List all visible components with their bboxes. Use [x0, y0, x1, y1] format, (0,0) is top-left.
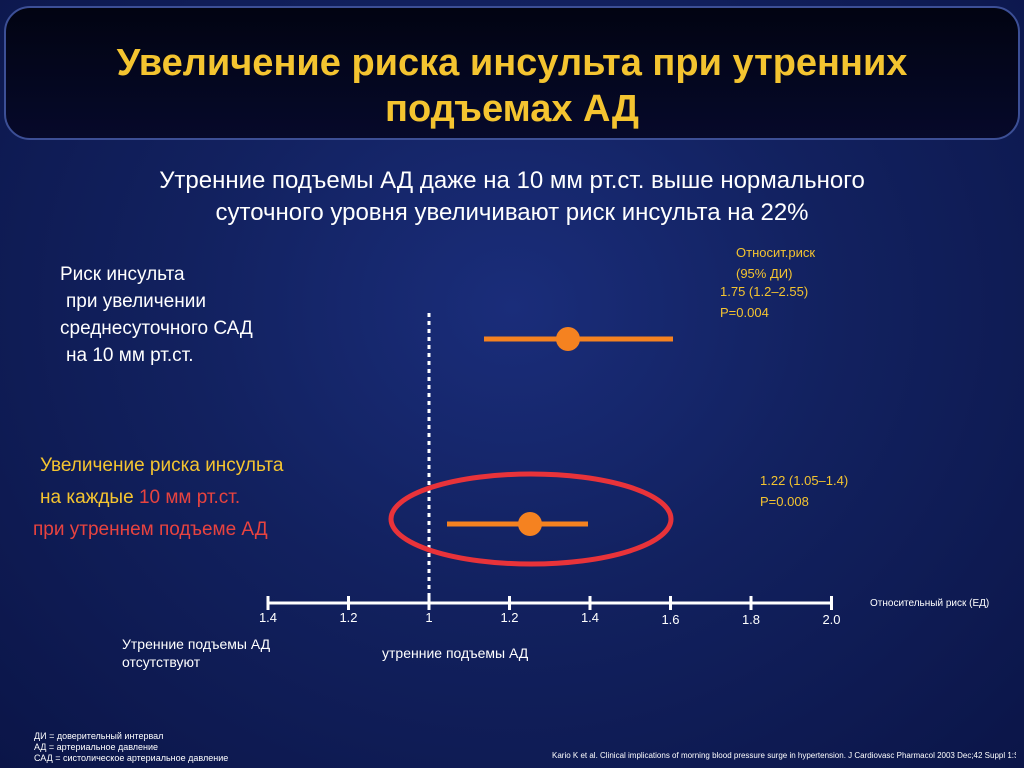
row1-label-line-3: среднесуточного САД — [60, 318, 253, 339]
axis-label-left-line-1: Утренние подъемы АД — [122, 636, 271, 652]
x-tick-label: 1.8 — [742, 612, 760, 627]
stat1-p-value: P=0.004 — [720, 305, 769, 320]
x-tick-label: 1.4 — [259, 610, 277, 625]
stat1-header-2: (95% ДИ) — [736, 266, 793, 281]
slide-title-line-2: подъемах АД — [385, 88, 639, 130]
subtitle-line-1: Утренние подъемы АД даже на 10 мм рт.ст.… — [159, 167, 865, 194]
axis-label-right: Относительный риск (ЕД) — [870, 598, 990, 609]
x-tick-label: 1.2 — [500, 610, 518, 625]
slide-title-line-1: Увеличение риска инсульта при утренних — [116, 42, 908, 84]
row2-label-line-2: на каждые 10 мм рт.ст. — [40, 485, 240, 511]
x-tick-label: 1 — [425, 610, 432, 625]
x-tick-label: 1.2 — [339, 610, 357, 625]
subtitle-line-2: суточного уровня увеличивают риск инсуль… — [215, 199, 809, 226]
citation: Kario K et al. Clinical implications of … — [552, 751, 1016, 760]
x-tick-label: 1.4 — [581, 610, 599, 625]
row2-label-line-3: при утреннем подъеме АД — [33, 519, 268, 540]
stat1-value: 1.75 (1.2–2.55) — [720, 284, 809, 299]
highlight-ellipse — [388, 471, 674, 567]
stat1-header-1: Относит.риск — [736, 245, 816, 260]
footnote-line-1: ДИ = доверительный интервал — [34, 731, 164, 741]
x-tick-label: 1.6 — [661, 612, 679, 627]
point-estimate-1 — [556, 327, 580, 351]
row1-label-line-1: Риск инсульта — [60, 264, 185, 285]
footnote-line-3: САД = систолическое артериальное давлени… — [34, 753, 229, 763]
footnote-line-2: АД = артериальное давление — [34, 742, 159, 752]
axis-label-center: утренние подъемы АД — [382, 645, 529, 661]
x-tick-label: 2.0 — [822, 612, 840, 627]
slide-title: Увеличение риска инсульта при утренних п… — [60, 40, 964, 132]
row1-label-line-2: при увеличении — [66, 291, 206, 312]
row2-label-line-1: Увеличение риска инсульта — [40, 455, 284, 476]
stat2-p-value: P=0.008 — [760, 494, 809, 509]
row1-label-line-4: на 10 мм рт.ст. — [66, 345, 194, 366]
axis-label-left-line-2: отсутствуют — [122, 654, 201, 670]
row2-label-line-2a: на каждые — [40, 487, 139, 508]
stat2-value: 1.22 (1.05–1.4) — [760, 473, 849, 488]
point-estimate-2 — [518, 512, 542, 536]
title-banner — [4, 6, 1020, 140]
forest-plot-marks — [388, 313, 674, 603]
row2-label-line-2b: 10 мм рт.ст. — [138, 487, 241, 508]
slide-subtitle: Утренние подъемы АД даже на 10 мм рт.ст.… — [80, 165, 944, 229]
axis-ticks: 1.4 1.2 1 1.2 1.4 1.6 1.8 2.0 — [259, 596, 841, 627]
